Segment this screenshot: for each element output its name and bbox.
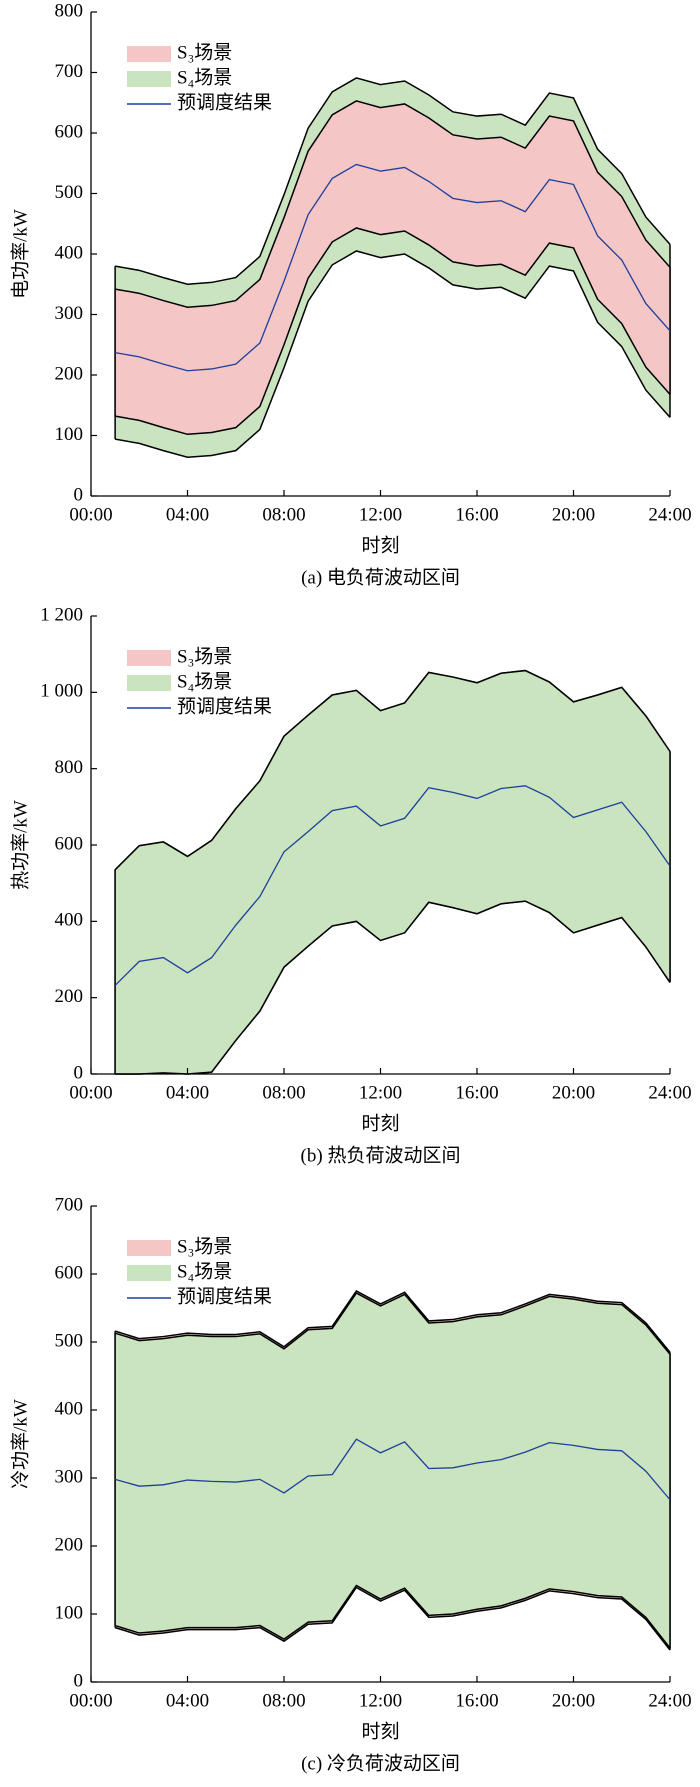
legend-label: S₃场景 bbox=[177, 41, 232, 63]
y-tick-label: 700 bbox=[55, 61, 84, 82]
y-tick-label: 700 bbox=[55, 1194, 84, 1215]
y-axis-label: 电功率/kW bbox=[9, 209, 31, 299]
x-tick-label: 24:00 bbox=[648, 504, 691, 525]
y-tick-label: 0 bbox=[74, 484, 84, 505]
y-tick-label: 600 bbox=[55, 1262, 84, 1283]
band-edge bbox=[115, 900, 671, 1075]
y-tick-label: 400 bbox=[55, 910, 84, 931]
band-area bbox=[115, 670, 670, 1074]
x-tick-label: 20:00 bbox=[552, 504, 595, 525]
y-axis-label: 热功率/kW bbox=[9, 800, 31, 890]
band-edge bbox=[114, 77, 671, 286]
y-tick-label: 400 bbox=[55, 242, 84, 263]
y-tick-label: 200 bbox=[55, 363, 84, 384]
chart-title: (b) 热负荷波动区间 bbox=[301, 1144, 461, 1166]
x-tick-label: 12:00 bbox=[359, 504, 402, 525]
y-tick-label: 0 bbox=[74, 1062, 84, 1083]
x-tick-label: 04:00 bbox=[166, 1690, 209, 1711]
legend-swatch bbox=[127, 71, 171, 87]
x-axis-label: 时刻 bbox=[361, 1112, 399, 1134]
x-tick-label: 04:00 bbox=[166, 504, 209, 525]
x-tick-label: 00:00 bbox=[69, 504, 112, 525]
legend-label: S₄场景 bbox=[177, 66, 232, 88]
legend-label: 预调度结果 bbox=[177, 695, 272, 717]
y-tick-label: 400 bbox=[55, 1398, 84, 1419]
y-tick-label: 800 bbox=[55, 0, 84, 21]
y-tick-label: 100 bbox=[55, 1602, 84, 1623]
y-tick-label: 500 bbox=[55, 1330, 84, 1351]
band-edge bbox=[114, 1290, 671, 1353]
chart: 0 100 200 300 400 500 600 700 800 00:00 04:00 08:00… bbox=[9, 0, 691, 588]
x-tick-label: 04:00 bbox=[166, 1082, 209, 1103]
y-tick-label: 600 bbox=[55, 121, 84, 142]
line bbox=[114, 785, 671, 986]
x-axis-label: 时刻 bbox=[361, 534, 399, 556]
x-tick-label: 16:00 bbox=[455, 1082, 498, 1103]
y-tick-label: 800 bbox=[55, 757, 84, 778]
y-tick-label: 1 200 bbox=[40, 604, 83, 625]
y-axis-label: 冷功率/kW bbox=[9, 1399, 31, 1489]
chart-title: (c) 冷负荷波动区间 bbox=[301, 1752, 460, 1774]
y-tick-label: 0 bbox=[74, 1670, 84, 1691]
x-axis-label: 时刻 bbox=[361, 1720, 399, 1742]
legend-label: S₃场景 bbox=[177, 645, 232, 667]
legend-label: 预调度结果 bbox=[177, 1285, 272, 1307]
x-tick-label: 20:00 bbox=[552, 1082, 595, 1103]
line bbox=[115, 163, 671, 372]
x-tick-label: 08:00 bbox=[262, 1082, 305, 1103]
legend-label: S₃场景 bbox=[177, 1235, 232, 1257]
x-tick-label: 24:00 bbox=[648, 1690, 691, 1711]
x-tick-label: 16:00 bbox=[455, 1690, 498, 1711]
x-tick-label: 24:00 bbox=[648, 1082, 691, 1103]
x-tick-label: 00:00 bbox=[69, 1690, 112, 1711]
band-edge bbox=[114, 100, 671, 308]
band-area bbox=[115, 100, 670, 435]
legend-label: S₄场景 bbox=[177, 1260, 232, 1282]
y-tick-label: 200 bbox=[55, 986, 84, 1007]
x-tick-label: 20:00 bbox=[552, 1690, 595, 1711]
band-area bbox=[115, 1293, 670, 1648]
legend-swatch bbox=[127, 1265, 171, 1281]
legend-swatch bbox=[127, 46, 171, 62]
band-edge bbox=[114, 227, 671, 436]
legend-swatch bbox=[127, 1240, 171, 1256]
band-edge bbox=[114, 1586, 671, 1651]
chart: 0 100 200 300 400 500 600 700 00:00 04:00 08:00 12:… bbox=[9, 1194, 691, 1774]
legend-swatch bbox=[127, 675, 171, 691]
band-edge bbox=[114, 1584, 671, 1649]
legend-label: 预调度结果 bbox=[177, 91, 272, 113]
y-tick-label: 500 bbox=[55, 182, 84, 203]
legend-swatch bbox=[127, 650, 171, 666]
y-tick-label: 300 bbox=[55, 1466, 84, 1487]
y-tick-label: 200 bbox=[55, 1534, 84, 1555]
x-tick-label: 08:00 bbox=[262, 1690, 305, 1711]
chart-title: (a) 电负荷波动区间 bbox=[301, 566, 460, 588]
x-tick-label: 16:00 bbox=[455, 504, 498, 525]
band-edge bbox=[114, 250, 671, 459]
band-edge bbox=[114, 1292, 671, 1355]
line bbox=[114, 1438, 671, 1501]
y-tick-label: 600 bbox=[55, 833, 84, 854]
x-tick-label: 12:00 bbox=[359, 1082, 402, 1103]
x-tick-label: 12:00 bbox=[359, 1690, 402, 1711]
x-tick-label: 08:00 bbox=[262, 504, 305, 525]
chart: 0 200 400 600 800 1 000 1 200 00:00 04:00 08:00 12… bbox=[9, 604, 691, 1166]
x-tick-label: 00:00 bbox=[69, 1082, 112, 1103]
y-tick-label: 1 000 bbox=[40, 681, 83, 702]
y-tick-label: 300 bbox=[55, 303, 84, 324]
y-tick-label: 100 bbox=[55, 424, 84, 445]
band-edge bbox=[114, 669, 671, 871]
legend-label: S₄场景 bbox=[177, 670, 232, 692]
